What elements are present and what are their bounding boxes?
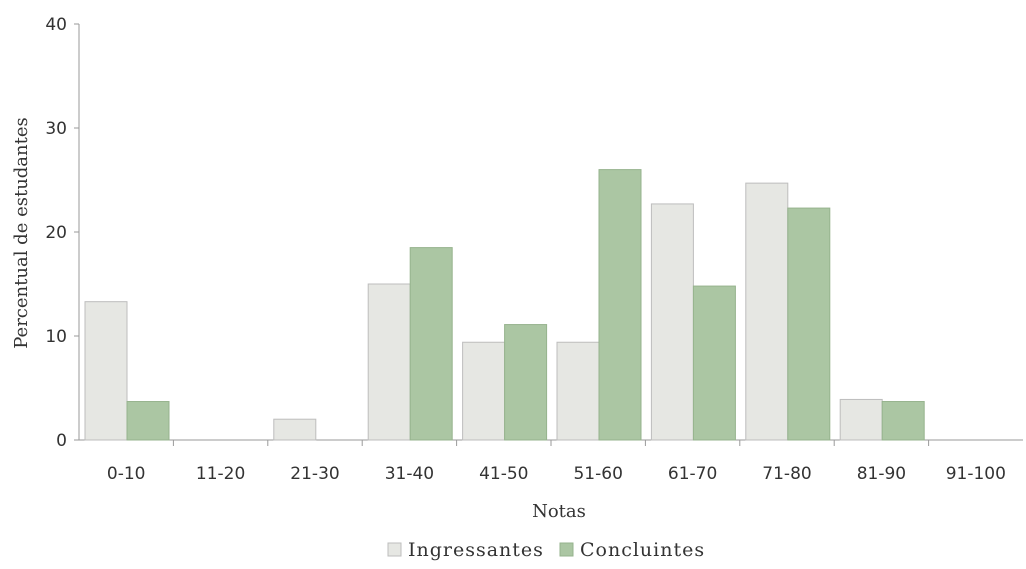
y-tick-label: 40 <box>45 15 67 35</box>
axes <box>74 23 1023 446</box>
bar-concluintes-81-90 <box>881 401 925 441</box>
bar-ingressantes-51-60 <box>556 341 600 441</box>
bar-ingressantes-71-80 <box>745 182 789 441</box>
legend: Ingressantes Concluintes <box>387 539 705 561</box>
legend-swatch-concluintes <box>559 542 574 557</box>
x-axis-title: Notas <box>532 501 586 522</box>
y-tick-labels: 0 10 20 30 40 <box>45 15 67 451</box>
bar-concluintes-41-50 <box>504 324 548 441</box>
bar-concluintes-31-40 <box>409 247 453 441</box>
bar-concluintes-71-80 <box>787 207 831 441</box>
y-tick-label: 20 <box>45 223 67 243</box>
x-tick-label: 31-40 <box>385 464 434 484</box>
y-axis-title: Percentual de estudantes <box>11 117 32 349</box>
x-tick-labels: 0-10 11-20 21-30 31-40 41-50 51-60 61-70 71-80 8… <box>107 464 1006 484</box>
y-tick-label: 10 <box>45 327 67 347</box>
x-tick-label: 51-60 <box>573 464 622 484</box>
bar-ingressantes-21-30 <box>273 418 317 441</box>
bar-ingressantes-0-10 <box>84 301 128 441</box>
bar-concluintes-61-70 <box>692 285 736 441</box>
bar-concluintes-51-60 <box>598 169 642 441</box>
x-tick-label: 0-10 <box>107 464 146 484</box>
x-tick-label: 71-80 <box>762 464 811 484</box>
bar-ingressantes-31-40 <box>367 283 411 441</box>
x-tick-label: 21-30 <box>290 464 339 484</box>
legend-label-ingressantes: Ingressantes <box>408 539 544 561</box>
bar-ingressantes-61-70 <box>650 203 694 441</box>
x-tick-label: 11-20 <box>196 464 245 484</box>
legend-label-concluintes: Concluintes <box>580 539 705 561</box>
legend-swatch-ingressantes <box>387 542 402 557</box>
bar-ingressantes-81-90 <box>839 398 883 441</box>
y-tick-label: 0 <box>56 431 67 451</box>
bar-ingressantes-41-50 <box>462 341 506 441</box>
y-tick-label: 30 <box>45 119 67 139</box>
x-tick-label: 61-70 <box>668 464 717 484</box>
bar-concluintes-0-10 <box>126 401 170 441</box>
x-tick-label: 91-100 <box>946 464 1006 484</box>
bars <box>84 169 925 441</box>
x-tick-label: 41-50 <box>479 464 528 484</box>
x-tick-label: 81-90 <box>857 464 906 484</box>
